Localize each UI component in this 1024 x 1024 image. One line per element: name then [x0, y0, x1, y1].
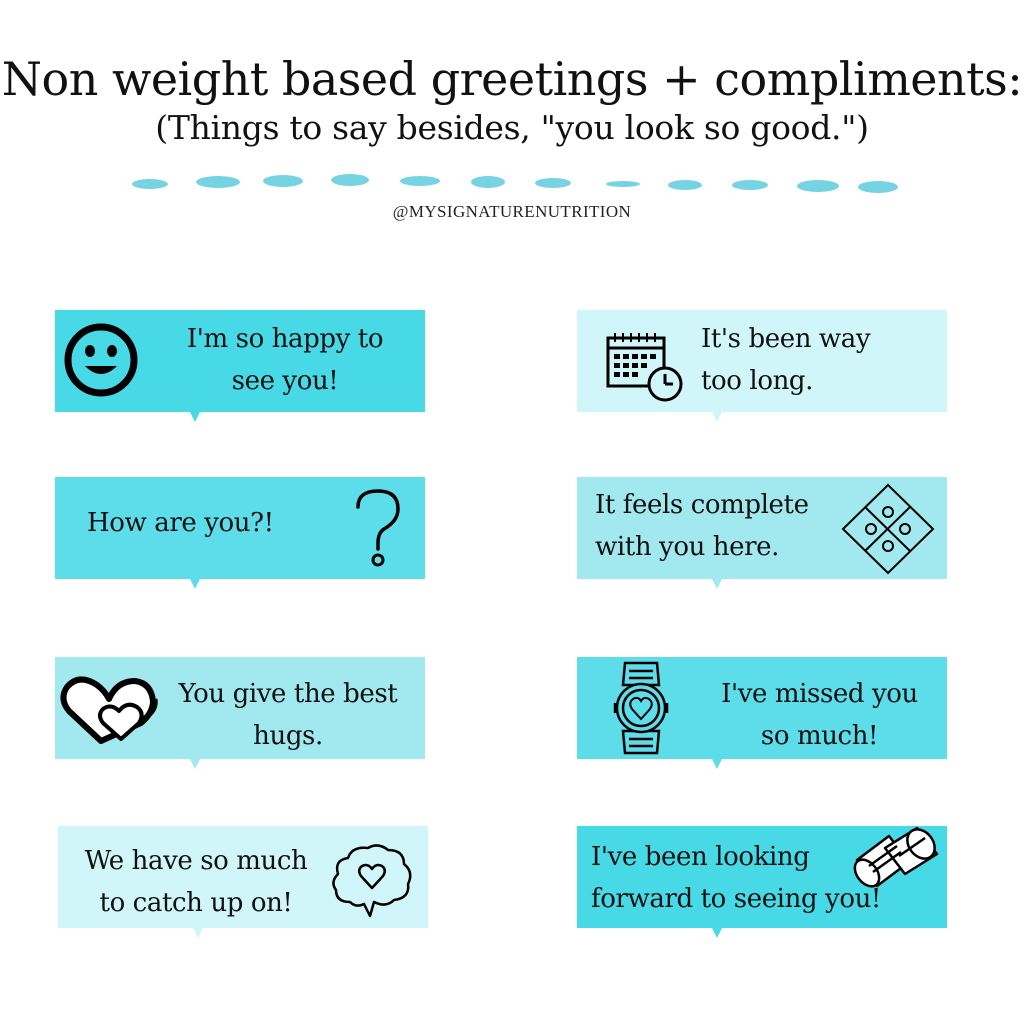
card-feels-complete: It feels complete with you here. — [577, 477, 947, 589]
page-subtitle: (Things to say besides, "you look so goo… — [155, 108, 869, 147]
card-best-hugs: You give the best hugs. — [55, 657, 425, 769]
card-text-line1: You give the best — [178, 679, 398, 709]
card-text-line2: hugs. — [253, 721, 323, 751]
question-mark-icon — [351, 485, 405, 569]
card-catch-up: We have so much to catch up on! — [58, 826, 428, 938]
dashed-divider — [132, 174, 898, 193]
card-looking-forward: I've been looking forward to seeing you! — [577, 826, 947, 938]
calendar-clock-icon — [605, 330, 685, 406]
card-been-too-long: It's been way too long. — [577, 310, 947, 422]
page-title: Non weight based greetings + compliments… — [1, 52, 1023, 106]
card-text-line1: We have so much — [84, 846, 308, 876]
heart-watch-icon — [611, 659, 671, 757]
smiley-face-icon — [63, 322, 139, 398]
card-text-line1: It's been way — [701, 324, 871, 354]
binoculars-icon — [849, 826, 945, 896]
card-text-line2: with you here. — [595, 532, 779, 562]
card-happy-to-see-you: I'm so happy to see you! — [55, 310, 425, 422]
card-text-line1: I've been looking — [591, 842, 810, 872]
card-text-line2: too long. — [701, 366, 814, 396]
card-missed-you: I've missed you so much! — [577, 657, 947, 769]
card-text-line1: I'm so happy to — [186, 324, 384, 354]
card-text-line2: so much! — [760, 721, 879, 751]
card-text-line1: It feels complete — [595, 490, 809, 520]
card-how-are-you: How are you?! — [55, 477, 425, 589]
puzzle-icon — [839, 481, 937, 577]
hearts-icon — [59, 671, 163, 745]
card-text-line1: How are you?! — [87, 508, 274, 538]
card-text-line1: I've missed you — [721, 679, 918, 709]
card-text-line2: see you! — [231, 366, 339, 396]
social-handle: @MYSIGNATURENUTRITION — [392, 202, 632, 221]
card-text-line2: to catch up on! — [99, 888, 293, 918]
card-text-line2: forward to seeing you! — [591, 884, 881, 914]
heart-speech-bubble-icon — [330, 842, 414, 918]
